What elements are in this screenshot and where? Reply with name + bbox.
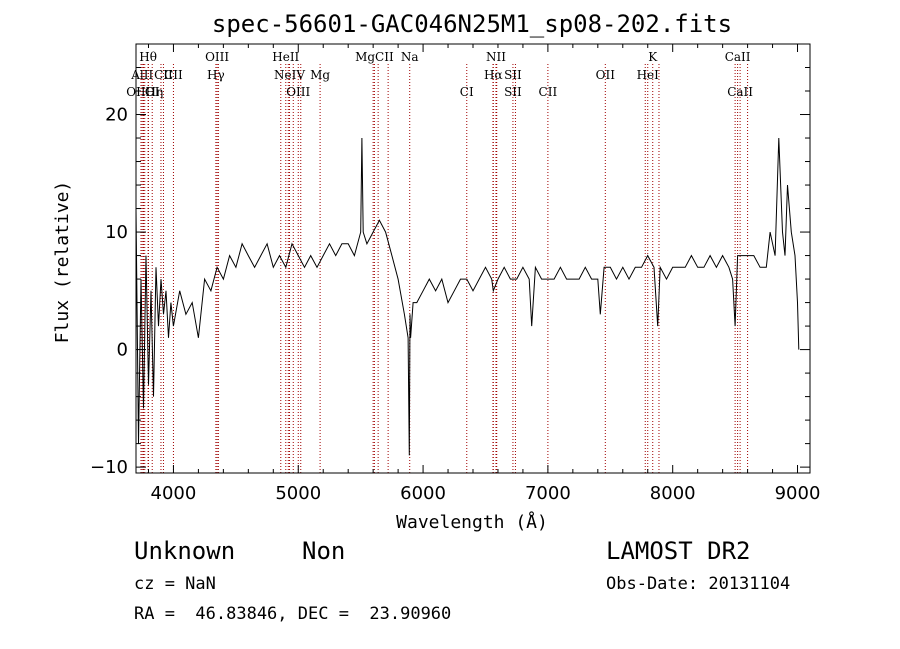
x-axis-label: Wavelength (Å): [396, 511, 548, 533]
chart-title: spec-56601-GAC046N25M1_sp08-202.fits: [212, 10, 732, 38]
spectral-line-label: OIII: [205, 50, 229, 64]
spectral-line-label: CII: [164, 68, 183, 82]
spectral-line-label: CaII: [725, 50, 751, 64]
x-tick-label: 8000: [650, 483, 696, 504]
spectral-line-label: AlII: [130, 68, 153, 82]
y-tick-label: 20: [105, 105, 128, 126]
spectral-line-markers: [140, 64, 749, 473]
spectral-line-label: NeIV: [274, 68, 305, 82]
spectrum-series-line: [135, 137, 800, 456]
spectral-line-label: K: [648, 50, 658, 64]
x-tick-label: 9000: [775, 483, 821, 504]
spectral-line-label: HeI: [637, 68, 660, 82]
y-tick-label: −10: [90, 457, 128, 478]
spectral-line-label: CI: [460, 85, 474, 99]
redshift-text: cz = NaN: [134, 574, 216, 594]
spectral-line-label: Na: [401, 50, 419, 64]
spectral-line-label: Hθ: [139, 50, 157, 64]
x-tick-label: 5000: [275, 483, 321, 504]
spectral-line-label: CII: [154, 68, 173, 82]
y-tick-label: 10: [105, 222, 128, 243]
y-tick-label: 0: [117, 340, 128, 361]
x-axis: 4000 5000 6000 7000 8000 9000: [147, 44, 821, 504]
spectral-line-label: HeII: [272, 50, 299, 64]
x-tick-label: 7000: [525, 483, 571, 504]
radec-text: RA = 46.83846, DEC = 23.90960: [134, 604, 452, 624]
obs-date-text: Obs-Date: 20131104: [606, 574, 791, 594]
spectral-line-label: NII: [486, 50, 506, 64]
spectral-line-label: OIIHη: [126, 85, 163, 99]
spectral-line-label: Mg: [310, 68, 330, 82]
survey-label: LAMOST DR2: [606, 537, 751, 565]
spectral-line-label: OIII: [286, 85, 310, 99]
object-class-label: Unknown: [134, 537, 236, 565]
y-axis: −10 0 10 20: [90, 67, 810, 478]
spectral-line-label: OI: [145, 85, 160, 99]
spectral-line-label: SII: [504, 68, 522, 82]
spectral-line-label: SII: [504, 85, 522, 99]
spectral-line-label: Hγ: [207, 68, 225, 82]
spectral-line-label: CaII: [727, 85, 753, 99]
object-subclass-label: Non: [302, 537, 346, 565]
spectrum-chart: spec-56601-GAC046N25M1_sp08-202.fits Hθ A…: [52, 10, 821, 533]
x-tick-label: 6000: [400, 483, 446, 504]
spectral-line-label: Hα: [484, 68, 503, 82]
x-tick-label: 4000: [151, 483, 197, 504]
spectral-line-label: CII: [539, 85, 558, 99]
spectral-line-label: MgCII: [355, 50, 394, 64]
spectral-line-label: OII: [596, 68, 616, 82]
spectral-line-labels: HθAlIIOIIHηOICIICIIOIIIHγHeIINeIVOIIIMgM…: [126, 50, 753, 99]
y-axis-label: Flux (relative): [52, 181, 73, 344]
